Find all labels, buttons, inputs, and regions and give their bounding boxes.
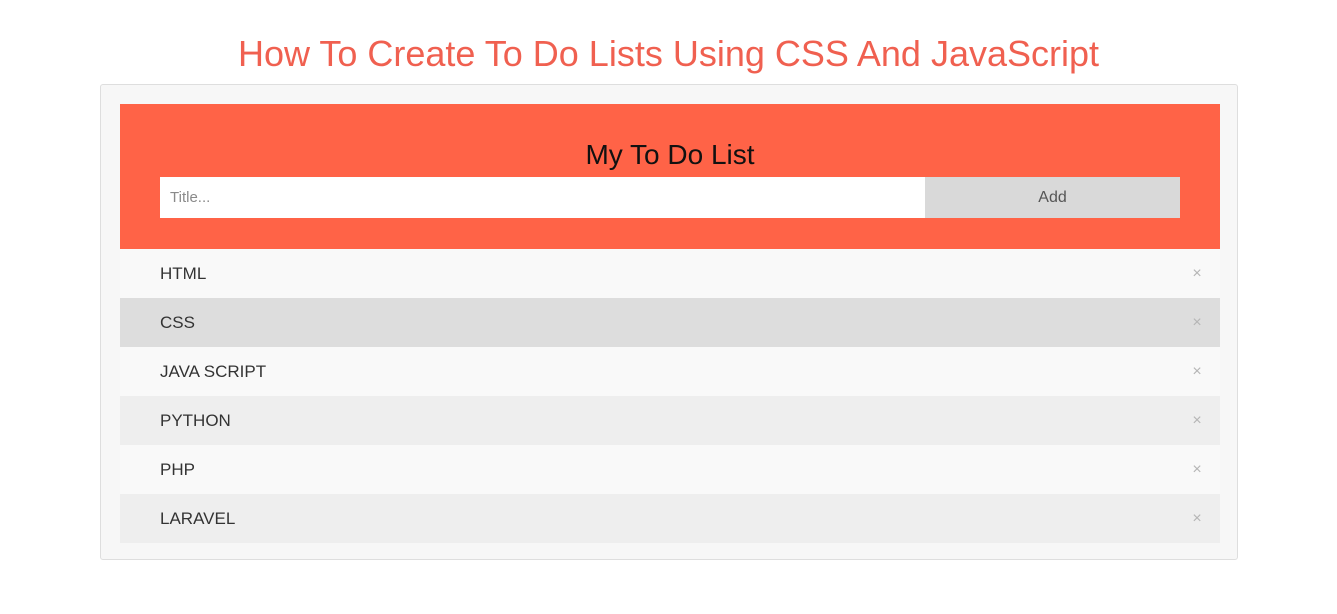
close-icon[interactable]: × [1192,460,1202,478]
list-item-label: LARAVEL [160,508,236,528]
todo-card: My To Do List Add HTML × CSS × JAVA SCRI… [100,84,1238,560]
close-icon[interactable]: × [1192,362,1202,380]
title-input[interactable] [160,177,925,218]
list-item[interactable]: JAVA SCRIPT × [120,347,1220,396]
todo-header: My To Do List Add [120,104,1220,249]
close-icon[interactable]: × [1192,264,1202,282]
todo-list: HTML × CSS × JAVA SCRIPT × PYTHON × PHP … [120,249,1220,543]
list-item-label: HTML [160,263,207,283]
list-item[interactable]: HTML × [120,249,1220,298]
add-task-row: Add [160,177,1180,218]
close-icon[interactable]: × [1192,509,1202,527]
list-item[interactable]: CSS × [120,298,1220,347]
list-item[interactable]: PYTHON × [120,396,1220,445]
list-item-label: PHP [160,459,195,479]
list-item-label: JAVA SCRIPT [160,361,267,381]
add-button[interactable]: Add [925,177,1180,218]
todo-header-title: My To Do List [585,139,755,170]
list-item[interactable]: PHP × [120,445,1220,494]
close-icon[interactable]: × [1192,313,1202,331]
list-item-label: CSS [160,312,195,332]
list-item-label: PYTHON [160,410,231,430]
list-item[interactable]: LARAVEL × [120,494,1220,543]
page-title: How To Create To Do Lists Using CSS And … [237,33,1100,74]
close-icon[interactable]: × [1192,411,1202,429]
